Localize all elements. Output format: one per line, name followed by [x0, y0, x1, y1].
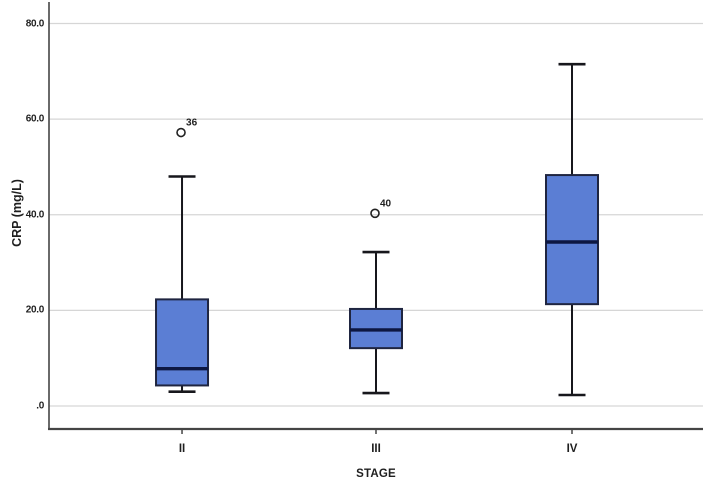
outlier-case-label: 36: [186, 118, 198, 129]
outlier-point: [370, 208, 380, 219]
y-tick-label: .0: [36, 400, 44, 412]
y-tick-label: 60.0: [25, 113, 45, 125]
x-category-label: II: [178, 443, 186, 455]
x-category-label: IV: [566, 443, 578, 455]
box-iqr: [155, 298, 210, 387]
y-axis-title: CRP (mg/L): [10, 179, 24, 247]
box-iqr: [545, 174, 600, 306]
outlier-point: [176, 127, 186, 138]
x-category-label: III: [371, 443, 381, 455]
x-axis-title: STAGE: [356, 468, 396, 480]
y-tick-label: 40.0: [25, 209, 45, 221]
outlier-case-label: 40: [380, 198, 392, 209]
y-tick-label: 20.0: [25, 304, 45, 316]
y-tick-label: 80.0: [25, 18, 45, 29]
